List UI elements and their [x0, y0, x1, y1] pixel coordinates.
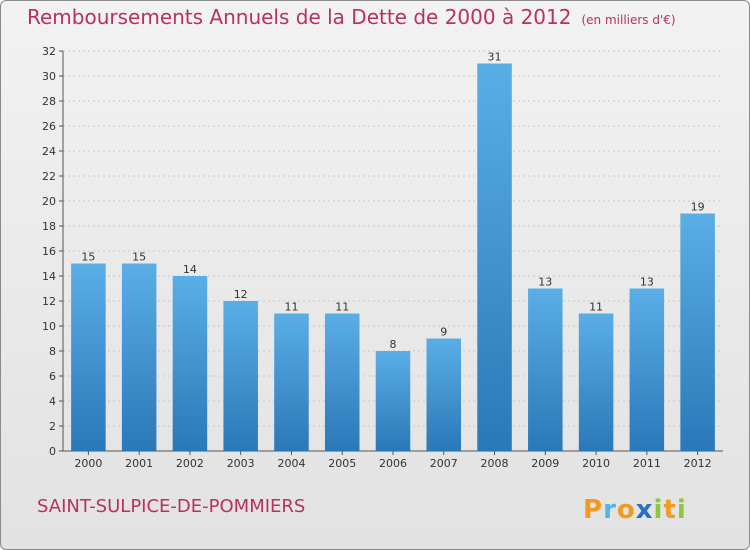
bar-value-label: 14 [183, 263, 197, 276]
town-name: SAINT-SULPICE-DE-POMMIERS [37, 496, 306, 517]
bar [172, 276, 208, 451]
bar [71, 263, 106, 451]
bar [629, 288, 665, 451]
bar [528, 288, 563, 451]
x-tick-label: 2002 [176, 457, 204, 470]
chart-subtitle: (en milliers d'€) [581, 13, 676, 27]
bar-value-label: 11 [284, 301, 298, 314]
bar [274, 313, 309, 451]
y-tick-label: 12 [42, 295, 56, 308]
x-tick-label: 2005 [328, 457, 356, 470]
x-tick-label: 2008 [481, 457, 509, 470]
x-tick-label: 2011 [633, 457, 661, 470]
y-tick-label: 22 [42, 170, 56, 183]
x-tick-label: 2007 [430, 457, 458, 470]
bar-value-label: 9 [440, 326, 447, 339]
x-tick-label: 2001 [125, 457, 153, 470]
bar-value-label: 15 [132, 251, 146, 264]
bar [121, 263, 157, 451]
y-tick-label: 4 [49, 395, 56, 408]
bar [578, 313, 614, 451]
bar [426, 338, 462, 451]
chart-title: Remboursements Annuels de la Dette de 20… [27, 5, 676, 29]
bar-value-label: 11 [589, 301, 603, 314]
bar-value-label: 11 [335, 301, 349, 314]
bar [375, 351, 411, 451]
bars [71, 63, 715, 451]
bar-value-label: 13 [640, 276, 654, 289]
x-tick-label: 2000 [74, 457, 102, 470]
y-tick-label: 32 [42, 45, 56, 58]
y-tick-label: 30 [42, 70, 56, 83]
bar-value-label: 13 [538, 276, 552, 289]
chart-title-text: Remboursements Annuels de la Dette de 20… [27, 5, 572, 29]
svg-text:Proxiti: Proxiti [583, 495, 687, 525]
y-tick-label: 16 [42, 245, 56, 258]
bar-value-label: 19 [691, 201, 705, 214]
x-tick-label: 2009 [531, 457, 559, 470]
x-tick-label: 2004 [277, 457, 305, 470]
bar-value-label: 8 [390, 338, 397, 351]
data-labels: 15 15 14 12 11 11 8 9 31 13 11 13 19 [81, 51, 704, 352]
y-tick-label: 6 [49, 370, 56, 383]
x-tick-label: 2012 [684, 457, 712, 470]
bar-value-label: 31 [488, 51, 502, 64]
x-tick-label: 2010 [582, 457, 610, 470]
bar-value-label: 15 [81, 251, 95, 264]
proxiti-logo: Proxiti [583, 495, 687, 525]
y-tick-label: 28 [42, 95, 56, 108]
y-tick-label: 0 [49, 445, 56, 458]
bar-value-label: 12 [234, 288, 248, 301]
y-tick-label: 2 [49, 420, 56, 433]
bar [477, 63, 512, 451]
y-tick-label: 24 [42, 145, 56, 158]
y-tick-label: 8 [49, 345, 56, 358]
y-tick-label: 14 [42, 270, 56, 283]
bar [680, 213, 715, 451]
x-tick-label: 2006 [379, 457, 407, 470]
y-tick-label: 26 [42, 120, 56, 133]
y-tick-label: 18 [42, 220, 56, 233]
y-tick-label: 10 [42, 320, 56, 333]
bar [223, 301, 258, 451]
x-tick-label: 2003 [227, 457, 255, 470]
y-tick-label: 20 [42, 195, 56, 208]
bar [324, 313, 360, 451]
